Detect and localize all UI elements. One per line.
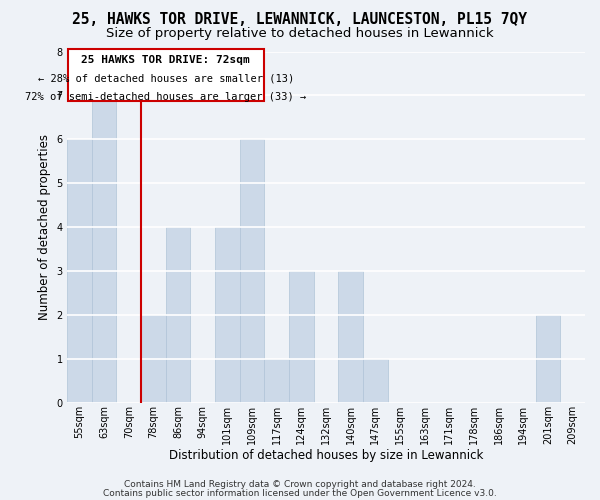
Text: 25, HAWKS TOR DRIVE, LEWANNICK, LAUNCESTON, PL15 7QY: 25, HAWKS TOR DRIVE, LEWANNICK, LAUNCEST… (73, 12, 527, 28)
Bar (141, 316, 166, 403)
Text: 25 HAWKS TOR DRIVE: 72sqm: 25 HAWKS TOR DRIVE: 72sqm (82, 55, 250, 65)
Text: Size of property relative to detached houses in Lewannick: Size of property relative to detached ho… (106, 28, 494, 40)
Bar (265, 359, 289, 403)
Text: Contains public sector information licensed under the Open Government Licence v3: Contains public sector information licen… (103, 488, 497, 498)
FancyBboxPatch shape (68, 50, 264, 100)
Bar (363, 359, 388, 403)
Bar (67, 140, 92, 403)
Text: Contains HM Land Registry data © Crown copyright and database right 2024.: Contains HM Land Registry data © Crown c… (124, 480, 476, 489)
Bar (536, 316, 560, 403)
Bar (240, 140, 265, 403)
Bar (338, 272, 363, 403)
Bar (215, 228, 240, 403)
Text: ← 28% of detached houses are smaller (13): ← 28% of detached houses are smaller (13… (38, 74, 294, 84)
Bar (166, 228, 190, 403)
Bar (289, 272, 314, 403)
X-axis label: Distribution of detached houses by size in Lewannick: Distribution of detached houses by size … (169, 450, 483, 462)
Y-axis label: Number of detached properties: Number of detached properties (38, 134, 51, 320)
Bar (92, 96, 116, 403)
Text: 72% of semi-detached houses are larger (33) →: 72% of semi-detached houses are larger (… (25, 92, 307, 102)
